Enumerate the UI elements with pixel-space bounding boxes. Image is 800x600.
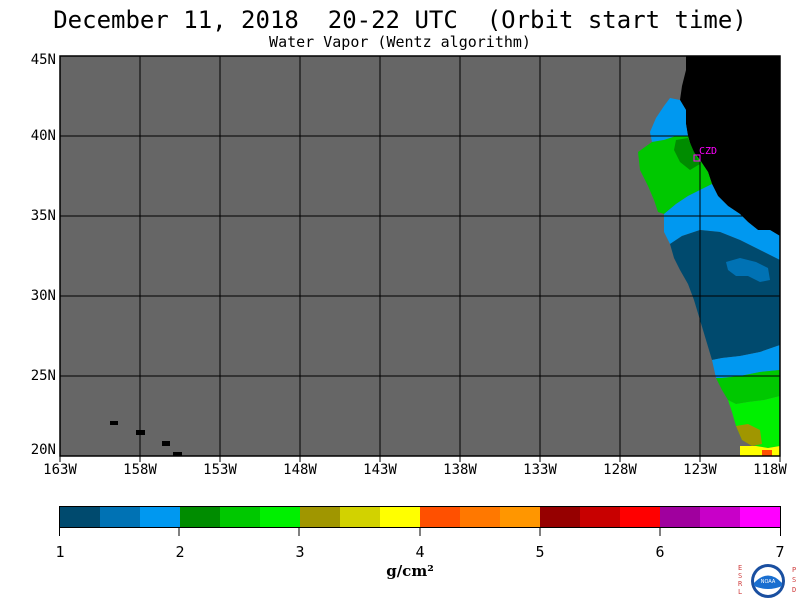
logo-right-letter-s: S — [792, 576, 796, 584]
colorbar — [59, 506, 781, 528]
map-grid — [60, 56, 780, 456]
land-mass — [680, 56, 780, 236]
lat-label-40n: 40N — [30, 128, 56, 144]
lat-label-25n: 25N — [30, 368, 56, 384]
logo-left-letter-e: E — [738, 564, 742, 572]
colorbar-swatch — [740, 507, 780, 527]
colorbar-swatch — [580, 507, 620, 527]
noaa-esrl-psd-logo: E S R L P S D NOAA — [738, 564, 796, 598]
colorbar-swatch — [260, 507, 300, 527]
colorbar-swatch — [220, 507, 260, 527]
colorbar-swatch — [620, 507, 660, 527]
colorbar-swatch — [180, 507, 220, 527]
map-frame — [59, 55, 781, 457]
lat-label-35n: 35N — [30, 208, 56, 224]
colorbar-swatch — [140, 507, 180, 527]
colorbar-label-2: 2 — [175, 543, 185, 561]
colorbar-swatch — [660, 507, 700, 527]
chart-title: December 11, 2018 20-22 UTC (Orbit start… — [53, 6, 747, 34]
colorbar-swatch — [60, 507, 100, 527]
colorbar-units: g/cm² — [386, 562, 434, 580]
colorbar-swatch — [460, 507, 500, 527]
lon-label-133w: 133W — [523, 462, 557, 478]
lat-label-30n: 30N — [30, 288, 56, 304]
lon-label-148w: 148W — [283, 462, 317, 478]
colorbar-label-7: 7 — [775, 543, 785, 561]
colorbar-swatch — [340, 507, 380, 527]
colorbar-swatch — [540, 507, 580, 527]
logo-left-letter-s: S — [738, 572, 742, 580]
chart-subtitle: Water Vapor (Wentz algorithm) — [269, 33, 531, 51]
colorbar-ticks — [59, 528, 781, 536]
lat-label-20n: 20N — [30, 442, 56, 458]
colorbar-swatch — [100, 507, 140, 527]
lon-label-138w: 138W — [443, 462, 477, 478]
vapor-swath — [638, 98, 780, 456]
lon-label-158w: 158W — [123, 462, 157, 478]
lon-label-128w: 128W — [603, 462, 637, 478]
logo-left-letter-l: L — [738, 588, 742, 596]
lon-label-123w: 123W — [683, 462, 717, 478]
colorbar-swatch — [380, 507, 420, 527]
lon-label-163w: 163W — [43, 462, 77, 478]
lon-label-153w: 153W — [203, 462, 237, 478]
station-marker — [693, 154, 701, 162]
logo-left-letter-r: R — [738, 580, 743, 588]
colorbar-swatch — [700, 507, 740, 527]
lat-label-45n: 45N — [30, 52, 56, 68]
station-label: CZD — [699, 146, 718, 157]
colorbar-label-6: 6 — [655, 543, 665, 561]
colorbar-label-5: 5 — [535, 543, 545, 561]
colorbar-swatch — [420, 507, 460, 527]
logo-badge-text: NOAA — [761, 579, 776, 585]
colorbar-label-3: 3 — [295, 543, 305, 561]
lon-label-118w: 118W — [753, 462, 787, 478]
lon-label-143w: 143W — [363, 462, 397, 478]
colorbar-swatch — [500, 507, 540, 527]
logo-right-letter-p: P — [792, 566, 796, 574]
colorbar-label-1: 1 — [55, 543, 65, 561]
colorbar-swatch — [300, 507, 340, 527]
logo-right-letter-d: D — [792, 586, 796, 594]
colorbar-label-4: 4 — [415, 543, 425, 561]
